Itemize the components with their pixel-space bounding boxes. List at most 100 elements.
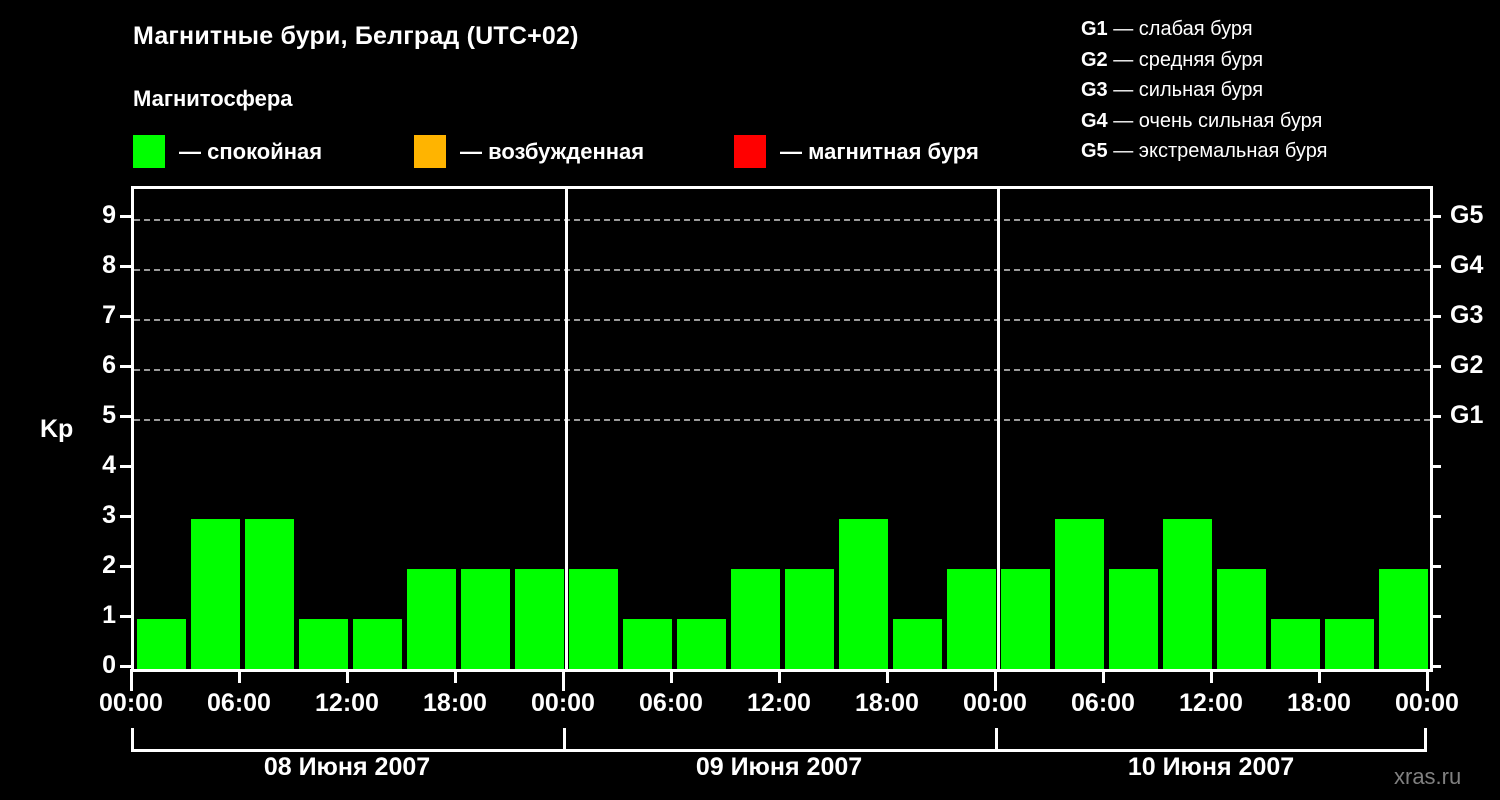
x-axis-tick-mark (453, 669, 457, 683)
g-axis-tick-mark (1430, 314, 1441, 318)
grid-line (134, 219, 1430, 221)
chart-bar (1054, 519, 1104, 669)
g-axis-tick-mark (1430, 214, 1441, 218)
day-label: 08 Июня 2007 (263, 753, 431, 781)
day-separator-line (564, 189, 568, 669)
g-axis-tick-mark (1430, 614, 1441, 618)
y-axis-tick-label: 5 (102, 401, 116, 429)
y-axis-tick-mark (120, 464, 131, 468)
chart-bar (1324, 619, 1374, 669)
day-bracket-tick (995, 728, 998, 749)
magnetosphere-legend-label: — магнитная буря (780, 139, 979, 164)
g-scale-legend-item: G4 — очень сильная буря (1081, 106, 1496, 137)
chart-bar (1108, 569, 1158, 669)
x-axis-tick-label: 06:00 (1071, 689, 1135, 717)
y-axis-tick-mark (120, 564, 131, 568)
chart-bar (946, 569, 996, 669)
y-axis-title: Kp (40, 415, 74, 443)
y-axis-right: G1 G2 G3 G4 G5 (1430, 0, 1500, 800)
day-brackets (131, 728, 1427, 752)
g-scale-description: — сильная буря (1107, 79, 1264, 102)
y-axis-tick-label: 8 (102, 251, 116, 279)
y-axis-tick-label: 1 (102, 601, 116, 629)
y-axis-tick-mark (120, 314, 131, 318)
day-bracket-tick (131, 728, 134, 749)
x-axis-tick-mark (1425, 669, 1429, 691)
g-scale-description: — слабая буря (1107, 18, 1253, 40)
x-axis-tick-mark (777, 669, 781, 683)
chart-plot-area (131, 186, 1433, 672)
g-axis-tick-label: G4 (1450, 251, 1484, 279)
chart-bar (1270, 619, 1320, 669)
y-axis-tick-mark (120, 264, 131, 268)
g-axis-tick-mark (1430, 264, 1441, 268)
chart-bar (676, 619, 726, 669)
x-axis-tick-label: 12:00 (747, 689, 811, 717)
g-axis-tick-mark (1430, 464, 1441, 468)
g-scale-code: G5 (1081, 140, 1108, 163)
g-axis-tick-mark (1430, 664, 1441, 668)
chart-bar (136, 619, 186, 669)
y-axis-tick-label: 4 (102, 451, 116, 479)
x-axis-tick-label: 18:00 (855, 689, 919, 717)
y-axis-tick-label: 7 (102, 301, 116, 329)
y-axis-left: 0 1 2 3 4 5 6 7 8 9 (70, 0, 116, 800)
x-axis-tick-mark (1317, 669, 1321, 683)
x-axis-tick-label: 12:00 (315, 689, 379, 717)
chart-bar (352, 619, 402, 669)
red-square-swatch (734, 134, 766, 168)
watermark: xras.ru (1394, 764, 1462, 789)
x-axis-tick-label: 06:00 (639, 689, 703, 717)
g-axis-tick-mark (1430, 414, 1441, 418)
x-axis-tick-label: 00:00 (963, 689, 1027, 717)
bracket-baseline (131, 749, 1427, 752)
y-axis-tick-label: 9 (102, 201, 116, 229)
g-axis-tick-label: G2 (1450, 351, 1484, 379)
day-separator-line (996, 189, 1000, 669)
chart-bar (190, 519, 240, 669)
x-axis-tick-label: 18:00 (1287, 689, 1351, 717)
x-axis-tick-mark (669, 669, 673, 683)
chart-bar (298, 619, 348, 669)
chart-bar (1216, 569, 1266, 669)
g-axis-tick-mark (1430, 564, 1441, 568)
chart-bar (406, 569, 456, 669)
chart-bar (568, 569, 618, 669)
magnetosphere-heading: Магнитосфера (133, 86, 293, 111)
grid-line (134, 419, 1430, 421)
y-axis-tick-label: 2 (102, 551, 116, 579)
magnetosphere-legend-label: — возбужденная (460, 139, 645, 164)
y-axis-tick-mark (120, 664, 131, 668)
magnetosphere-legend-item: — спокойная (133, 133, 322, 169)
g-scale-legend-item: G3 — сильная буря (1081, 75, 1496, 106)
g-axis-tick-mark (1430, 514, 1441, 518)
g-scale-code: G1 (1081, 18, 1108, 40)
x-axis-tick-label: 12:00 (1179, 689, 1243, 717)
chart-bar (892, 619, 942, 669)
x-axis-tick-mark (885, 669, 889, 683)
grid-line (134, 269, 1430, 271)
g-scale-legend-item: G5 — экстремальная буря (1081, 136, 1496, 167)
orange-square-swatch (414, 134, 446, 168)
y-axis-tick-mark (120, 514, 131, 518)
x-axis-tick-label: 06:00 (207, 689, 271, 717)
magnetosphere-legend-item: — магнитная буря (734, 133, 979, 169)
chart-bar (622, 619, 672, 669)
chart-bar (1378, 569, 1428, 669)
grid-line (134, 369, 1430, 371)
x-axis-tick-mark (345, 669, 349, 683)
y-axis-tick-mark (120, 414, 131, 418)
x-axis-tick-label: 18:00 (423, 689, 487, 717)
y-axis-tick-label: 3 (102, 501, 116, 529)
chart-bar (730, 569, 780, 669)
g-axis-tick-label: G1 (1450, 401, 1484, 429)
magnetosphere-legend-label: — спокойная (179, 139, 323, 164)
grid-line (134, 319, 1430, 321)
magnetosphere-legend-item: — возбужденная (414, 133, 644, 169)
y-axis-tick-mark (120, 214, 131, 218)
g-scale-code: G3 (1081, 79, 1108, 102)
x-axis-tick-mark (993, 669, 997, 691)
x-axis-tick-label: 00:00 (99, 689, 163, 717)
g-scale-description: — средняя буря (1107, 48, 1264, 71)
y-axis-tick-label: 6 (102, 351, 116, 379)
